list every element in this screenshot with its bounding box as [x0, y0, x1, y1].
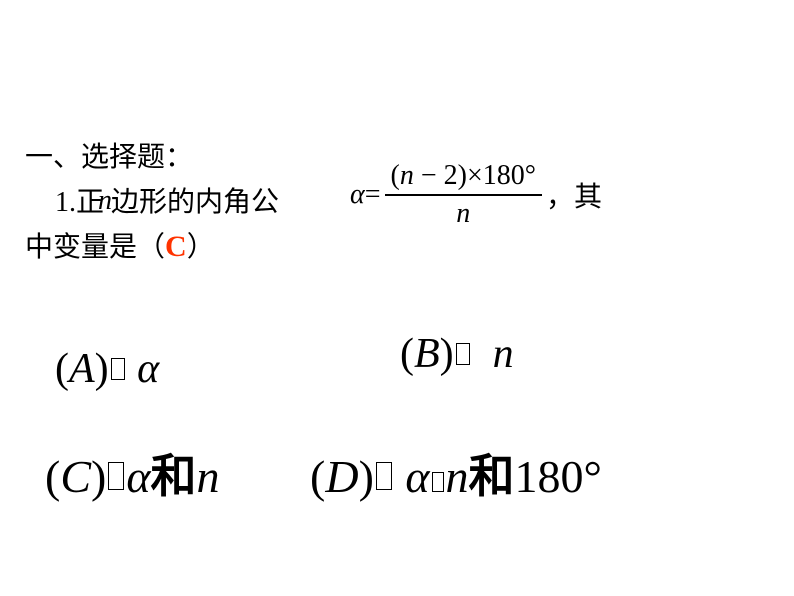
- opt-d-alpha: α: [405, 450, 429, 503]
- alpha-symbol: α: [350, 179, 365, 211]
- answer-letter: C: [165, 230, 187, 264]
- num-open: (: [391, 160, 400, 191]
- equals-sign: =: [365, 179, 381, 211]
- opt-a-label: A: [69, 346, 95, 392]
- placeholder-box: [111, 358, 125, 380]
- num-two: 2): [444, 160, 467, 191]
- opt-b-value: n: [493, 331, 514, 377]
- q-mid: 边形的内角公: [104, 187, 279, 218]
- option-c: (C) α和n: [45, 440, 220, 506]
- option-b: (B) n: [400, 330, 514, 378]
- q-prefix: 1.正: [55, 187, 104, 218]
- placeholder-box: [108, 462, 124, 490]
- opt-d-label: D: [325, 450, 358, 503]
- q-line2-a: 中变量是（: [25, 225, 165, 265]
- num-times: ×: [467, 160, 483, 191]
- numerator: (n − 2)×180°: [385, 160, 542, 196]
- opt-b-label: B: [414, 331, 440, 377]
- opt-d-close: ): [359, 450, 374, 503]
- opt-c-n: n: [197, 450, 220, 503]
- placeholder-box: [376, 462, 392, 490]
- opt-c-he: 和: [151, 440, 197, 506]
- placeholder-box: [456, 343, 470, 365]
- opt-c-label: C: [60, 450, 91, 503]
- denominator: n: [456, 196, 470, 230]
- question-line-2: 中变量是（ C ）: [25, 225, 215, 265]
- section-heading: 一、选择题：: [25, 135, 193, 175]
- num-deg: °: [525, 160, 536, 191]
- opt-a-close: ): [95, 346, 109, 392]
- opt-d-open: (: [310, 450, 325, 503]
- opt-a-open: (: [55, 346, 69, 392]
- opt-c-open: (: [45, 450, 60, 503]
- interior-angle-formula: α = (n − 2)×180° n ，其: [350, 160, 602, 230]
- option-a: (A) α: [55, 345, 159, 393]
- num-180: 180: [483, 160, 525, 191]
- option-d: (D) αn和180°: [310, 440, 602, 506]
- opt-d-deg: °: [584, 450, 602, 503]
- opt-c-close: ): [91, 450, 106, 503]
- opt-b-close: ): [440, 331, 454, 377]
- opt-a-value: α: [137, 346, 159, 392]
- opt-c-alpha: α: [126, 450, 150, 503]
- q-line2-b: ）: [187, 225, 215, 265]
- opt-d-he: 和: [469, 440, 515, 506]
- num-minus: −: [414, 160, 444, 191]
- question-n-overlay: n: [98, 185, 112, 217]
- num-n: n: [400, 160, 414, 191]
- opt-d-n: n: [446, 450, 469, 503]
- opt-b-open: (: [400, 331, 414, 377]
- slide-content: 一、选择题： 1.正 边形的内角公 n α = (n − 2)×180° n ，…: [0, 0, 794, 596]
- placeholder-box: [432, 472, 444, 492]
- opt-d-180: 180: [515, 450, 584, 503]
- fraction: (n − 2)×180° n: [385, 160, 542, 230]
- question-line-1: 1.正 边形的内角公: [55, 180, 279, 220]
- q-trailing: ，其: [546, 175, 602, 215]
